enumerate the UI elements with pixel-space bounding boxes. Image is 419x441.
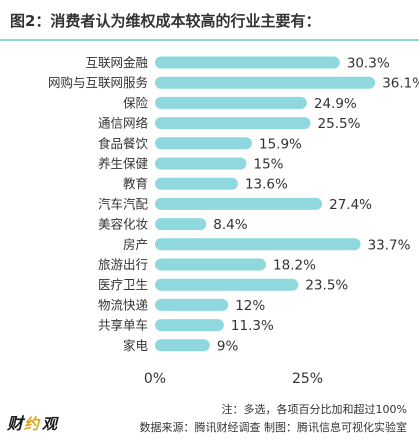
- title-divider: [0, 39, 419, 41]
- bar-11: [155, 278, 299, 291]
- value-label-12: 12%: [235, 298, 265, 314]
- value-label-2: 24.9%: [314, 96, 357, 112]
- bars-layer: [155, 56, 376, 352]
- category-label-13: 共享单车: [98, 318, 148, 333]
- category-label-5: 养生保健: [98, 156, 149, 171]
- category-label-1: 网购与互联网服务: [48, 75, 148, 90]
- caiyueguan-logo: 财 约 观: [6, 414, 59, 433]
- category-labels-layer: 互联网金融网购与互联网服务保险通信网络食品餐饮养生保健教育汽车汽配美容化妆房产旅…: [48, 55, 149, 353]
- value-label-1: 36.1%: [382, 76, 419, 92]
- bar-13: [155, 319, 224, 332]
- bar-3: [155, 117, 311, 130]
- category-label-0: 互联网金融: [85, 55, 148, 70]
- value-label-11: 23.5%: [305, 278, 348, 294]
- svg-text:财: 财: [6, 414, 26, 433]
- category-label-8: 美容化妆: [98, 217, 148, 232]
- category-label-7: 汽车汽配: [98, 196, 149, 211]
- bar-5: [155, 157, 247, 170]
- x-tick-label-0: 0%: [144, 371, 166, 387]
- category-label-14: 家电: [123, 338, 149, 353]
- value-label-7: 27.4%: [329, 197, 372, 213]
- bar-14: [155, 339, 210, 352]
- value-label-3: 25.5%: [318, 116, 361, 132]
- bar-10: [155, 258, 267, 271]
- footnote-multiselect: 注：多选，各项百分比加和超过100%: [221, 403, 407, 416]
- value-labels-layer: 30.3% 36.1% 24.9% 25.5% 15.9% 15% 13.6% 27.4% 8.…: [213, 56, 419, 355]
- category-label-10: 旅游出行: [98, 257, 148, 272]
- category-label-12: 物流快递: [98, 297, 149, 312]
- value-label-0: 30.3%: [347, 56, 390, 72]
- category-label-11: 医疗卫生: [98, 277, 148, 292]
- chart-title: 图2：消费者认为维权成本较高的行业主要有：: [10, 12, 321, 30]
- footnote-source: 数据来源：腾讯财经调查 制图：腾讯信息可视化实验室: [139, 421, 408, 434]
- value-label-8: 8.4%: [213, 217, 247, 233]
- value-label-10: 18.2%: [273, 258, 316, 274]
- bar-2: [155, 96, 307, 109]
- category-label-6: 教育: [123, 176, 148, 191]
- category-label-9: 房产: [123, 237, 148, 252]
- value-label-13: 11.3%: [231, 318, 274, 334]
- bar-8: [155, 218, 207, 231]
- bar-0: [155, 56, 340, 69]
- x-axis: 0%25%50%: [144, 371, 323, 387]
- bar-7: [155, 197, 323, 210]
- bar-6: [155, 177, 238, 190]
- category-label-2: 保险: [123, 95, 149, 110]
- value-label-9: 33.7%: [368, 237, 411, 253]
- value-label-4: 15.9%: [259, 136, 302, 152]
- value-label-5: 15%: [254, 157, 284, 173]
- x-tick-label-1: 25%: [292, 371, 323, 387]
- svg-text:观: 观: [42, 415, 59, 433]
- category-label-4: 食品餐饮: [98, 136, 149, 151]
- bar-1: [155, 76, 376, 89]
- bar-chart: 互联网金融网购与互联网服务保险通信网络食品餐饮养生保健教育汽车汽配美容化妆房产旅…: [48, 55, 419, 387]
- svg-text:约: 约: [24, 415, 41, 433]
- bar-4: [155, 137, 252, 150]
- value-label-14: 9%: [217, 338, 239, 354]
- category-label-3: 通信网络: [98, 116, 149, 131]
- bar-12: [155, 298, 229, 311]
- value-label-6: 13.6%: [245, 177, 288, 193]
- bar-9: [155, 238, 361, 251]
